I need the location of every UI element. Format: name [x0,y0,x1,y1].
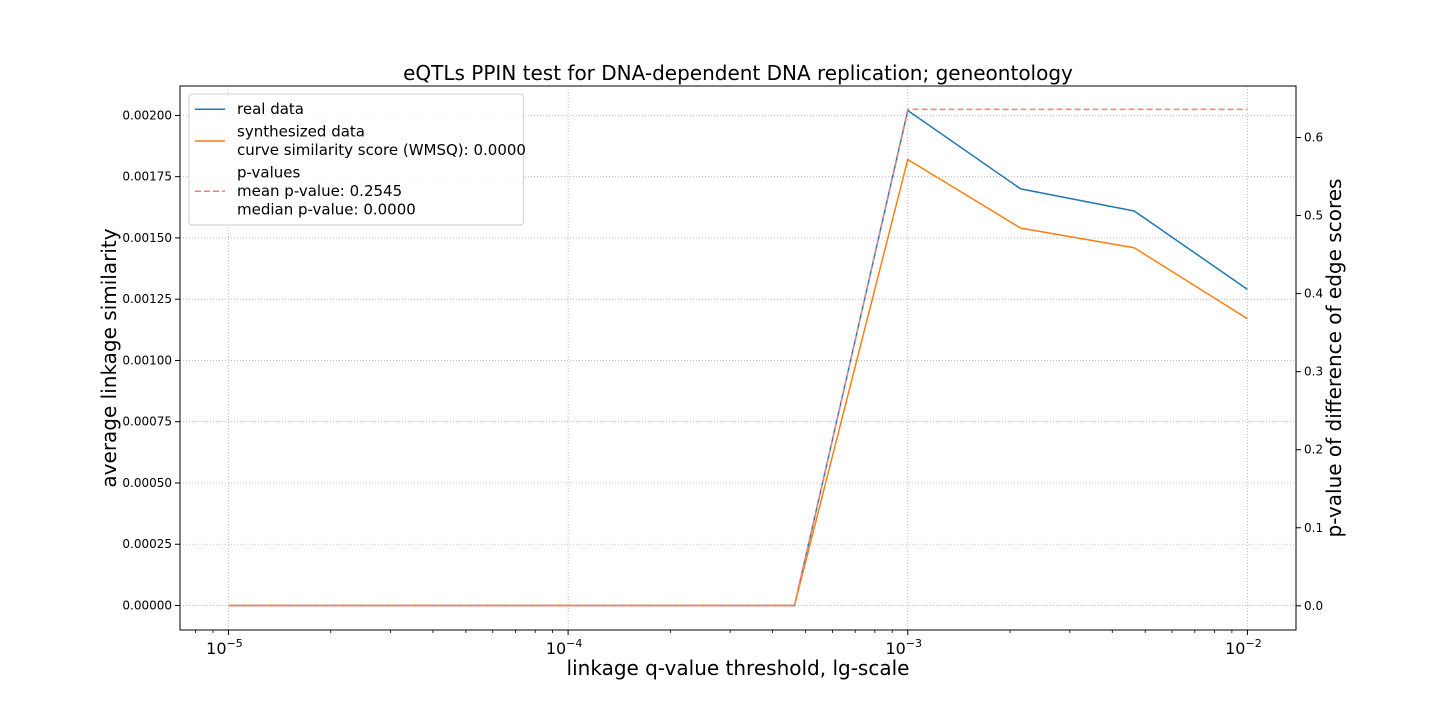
legend-label: p-values [237,164,301,182]
y2-tick-label: 0.4 [1304,287,1323,301]
x-tick-label: 10−4 [546,637,583,658]
y-tick-label: 0.00200 [122,108,172,122]
y2-tick-label: 0.2 [1304,443,1323,457]
legend-label: median p-value: 0.0000 [237,201,416,219]
legend-label: mean p-value: 0.2545 [237,182,402,200]
legend-label: real data [237,100,304,118]
y-tick-label: 0.00125 [122,292,172,306]
plot-frame [179,85,1297,631]
y2-tick-label: 0.1 [1304,521,1323,535]
x-tick-label: 10−2 [1225,637,1262,658]
y-tick-label: 0.00025 [122,537,172,551]
chart-title: eQTLs PPIN test for DNA-dependent DNA re… [403,61,1073,85]
y2-axis-label: p-value of difference of edge scores [1322,179,1346,538]
x-tick-label: 10−3 [885,637,922,658]
y-tick-label: 0.00175 [122,170,172,184]
y-tick-label: 0.00100 [122,353,172,367]
y-axis-left: 0.00000 0.00025 0.00050 0.00075 0.00100 0.001… [122,108,180,612]
y2-tick-label: 0.3 [1304,365,1323,379]
y-tick-label: 0.00050 [122,476,172,490]
y-tick-label: 0.00075 [122,415,172,429]
series-line-p-values [228,108,1248,607]
x-axis: 10−5 10−4 10−3 10−2 [195,630,1262,658]
y-axis-label: average linkage similarity [97,228,121,487]
plot-lines [228,108,1248,607]
y-tick-label: 0.00000 [122,598,172,612]
y2-tick-label: 0.5 [1304,209,1323,223]
y-axis-right: 0.0 0.1 0.2 0.3 0.4 0.5 0.6 [1296,131,1323,613]
y-tick-label: 0.00150 [122,231,172,245]
y2-tick-label: 0.6 [1304,131,1323,145]
legend-label: synthesized data [237,123,365,141]
x-tick-label: 10−5 [206,637,243,658]
y2-tick-label: 0.0 [1304,599,1323,613]
legend-box [188,93,524,226]
x-axis-label: linkage q-value threshold, lg-scale [567,656,910,680]
legend-label: curve similarity score (WMSQ): 0.0000 [237,141,526,159]
